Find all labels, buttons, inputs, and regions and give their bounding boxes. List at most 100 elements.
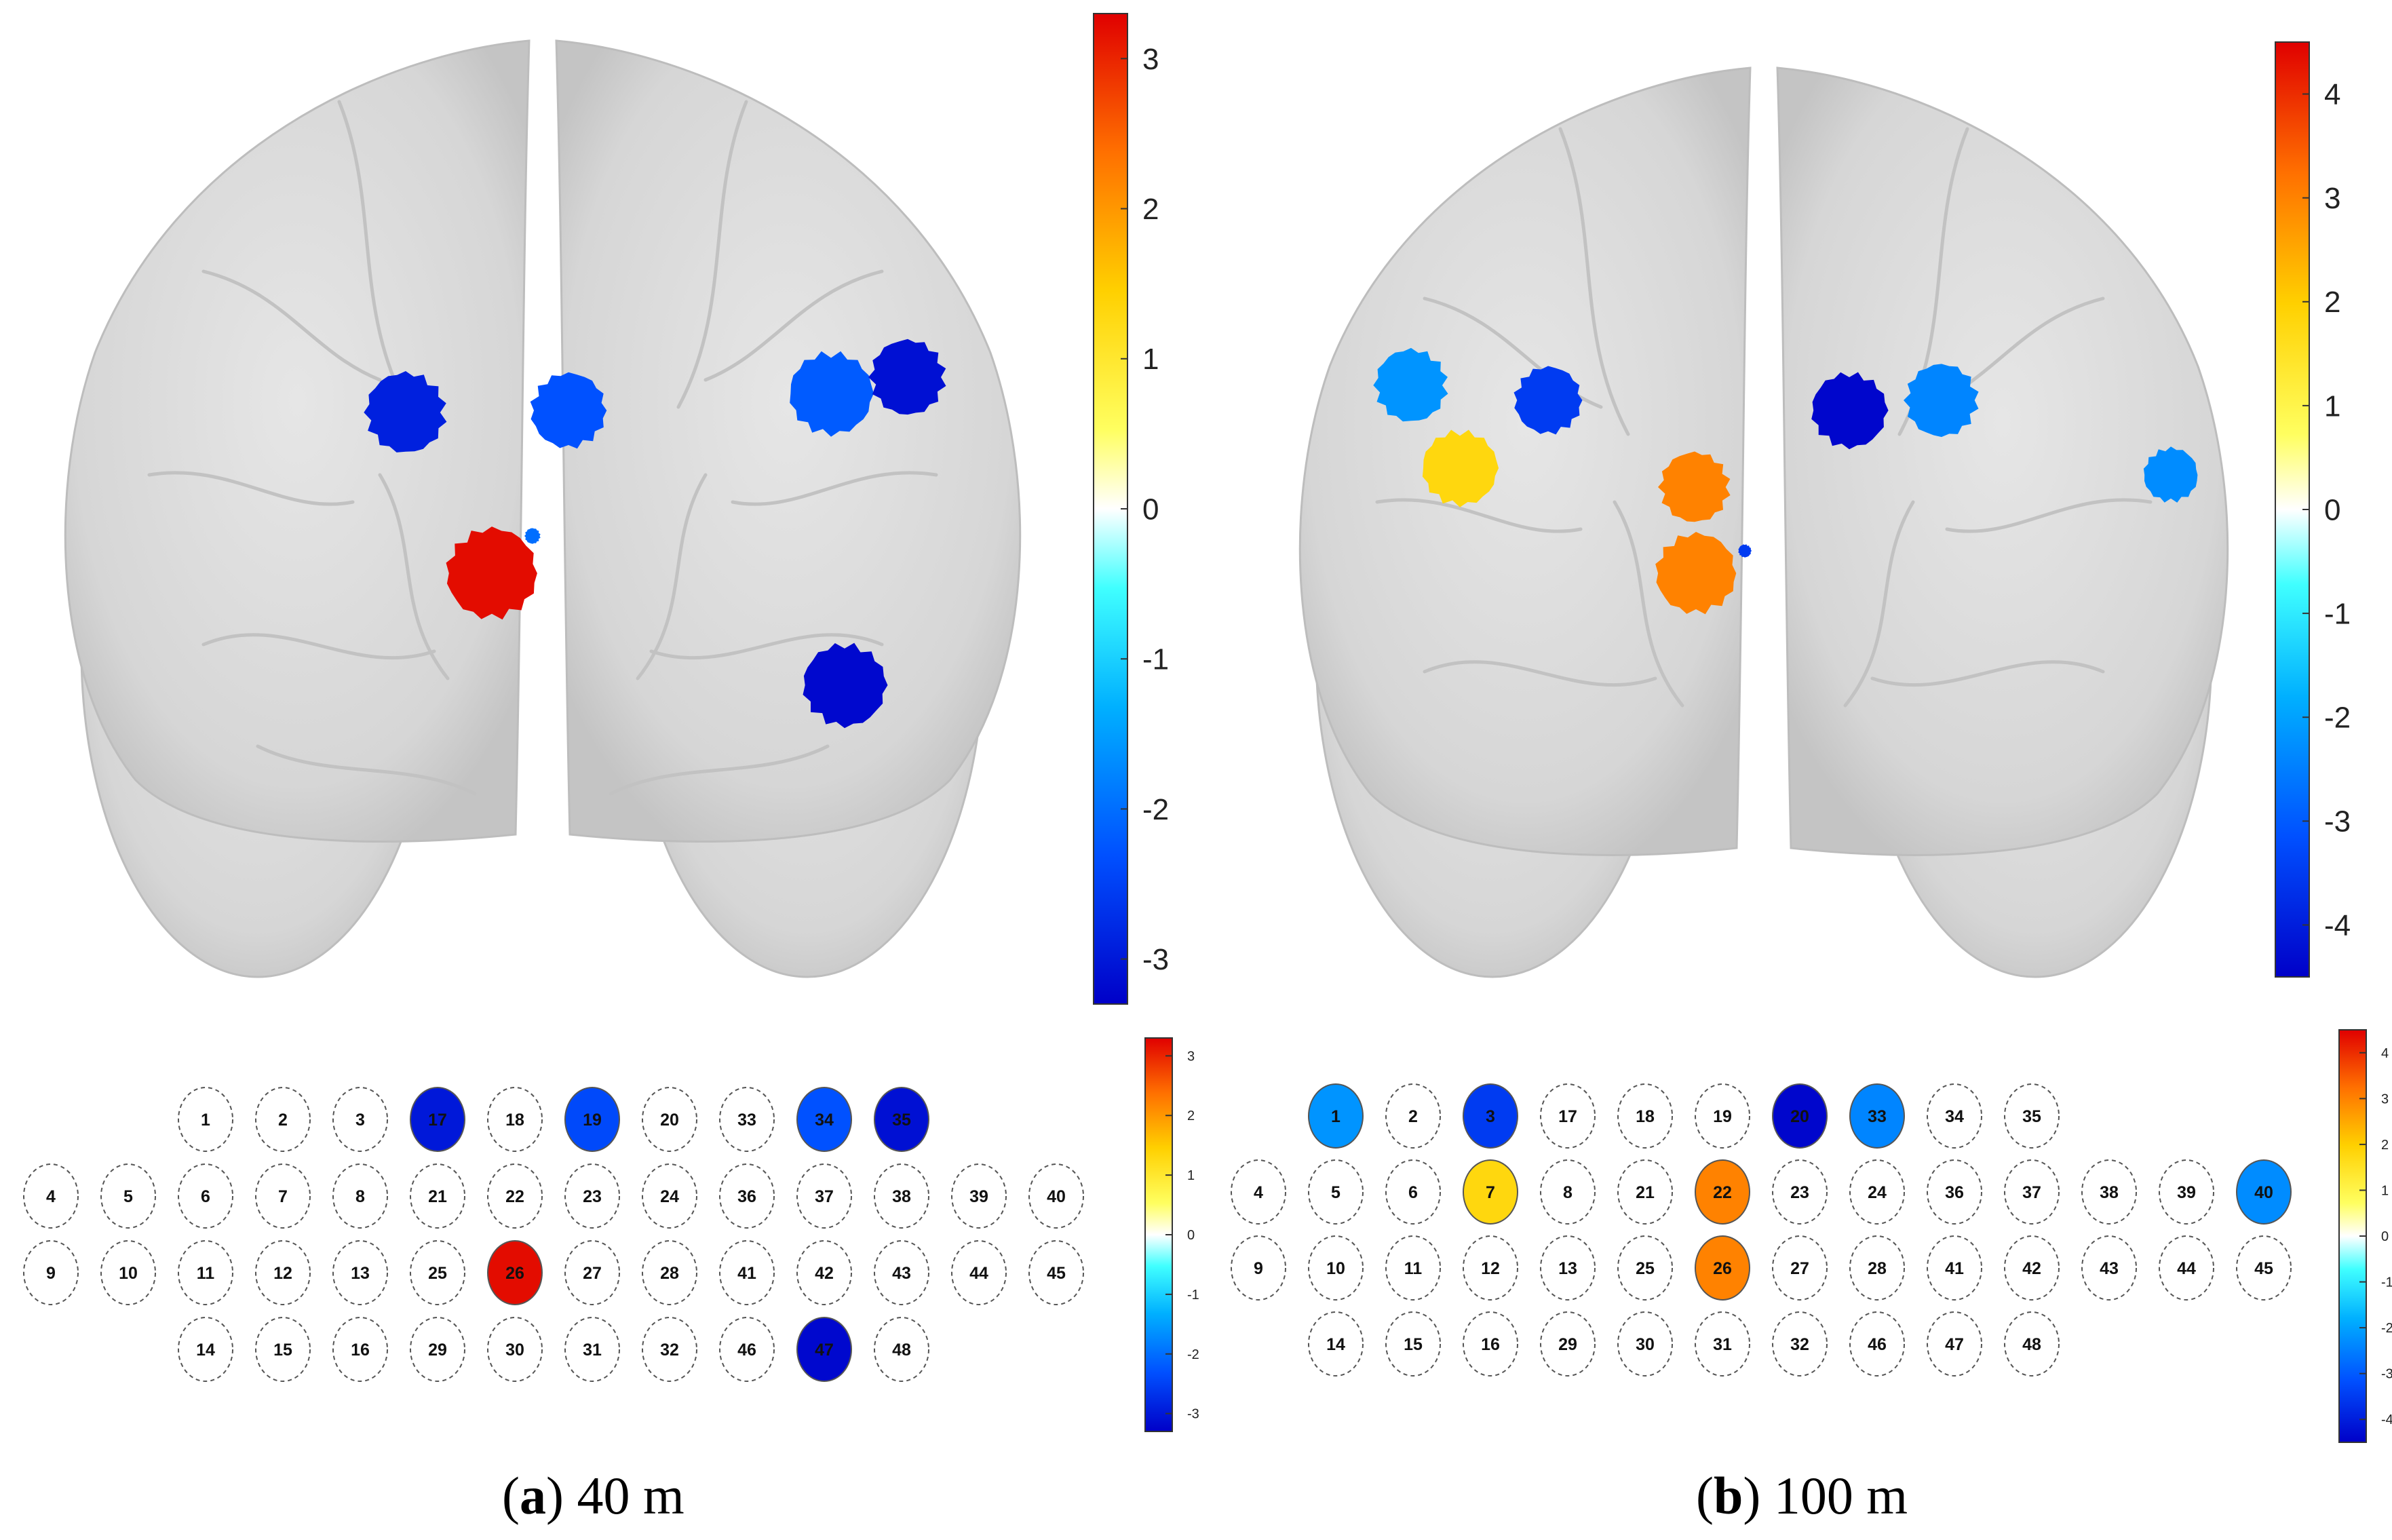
grid-colorbar-b-tick-label: 0 xyxy=(2381,1229,2389,1244)
channel-label: 6 xyxy=(1408,1183,1418,1202)
activation-blob xyxy=(524,528,541,544)
channel-25 xyxy=(410,1240,465,1305)
channel-label: 9 xyxy=(1254,1259,1263,1278)
channel-34 xyxy=(1927,1083,1982,1149)
brain-colorbar-b-tick-label: -4 xyxy=(2324,909,2351,942)
channel-10 xyxy=(1308,1235,1364,1301)
grid-colorbar-b-tick-label: -1 xyxy=(2381,1275,2392,1290)
channel-label: 1 xyxy=(201,1111,210,1130)
channel-label: 30 xyxy=(505,1341,524,1360)
channel-4 xyxy=(23,1163,79,1229)
activation-blob xyxy=(1655,532,1737,615)
grid-colorbar-b-tick-label: 3 xyxy=(2381,1092,2389,1106)
channel-label: 25 xyxy=(428,1264,447,1283)
channel-31 xyxy=(1695,1311,1750,1377)
channel-18 xyxy=(487,1087,543,1152)
channel-13 xyxy=(332,1240,388,1305)
channel-5 xyxy=(100,1163,156,1229)
channel-label: 12 xyxy=(273,1264,292,1283)
channel-12 xyxy=(255,1240,311,1305)
caption-b: (b) 100 m xyxy=(1696,1466,1908,1525)
channel-label: 42 xyxy=(815,1264,834,1283)
channel-29 xyxy=(410,1317,465,1382)
channel-27 xyxy=(564,1240,620,1305)
channel-21 xyxy=(410,1163,465,1229)
activation-blob xyxy=(446,526,537,620)
channel-label: 23 xyxy=(1790,1183,1809,1202)
channel-45 xyxy=(1028,1240,1084,1305)
channel-32 xyxy=(1772,1311,1828,1377)
channel-41 xyxy=(719,1240,775,1305)
channel-47 xyxy=(796,1317,852,1382)
channel-label: 19 xyxy=(1713,1107,1732,1126)
channel-2 xyxy=(1385,1083,1441,1149)
channel-33 xyxy=(1849,1083,1905,1149)
channel-40 xyxy=(2236,1159,2292,1225)
brain-colorbar-a-tick-label: -3 xyxy=(1142,943,1169,976)
brain-colorbar-a-tick-label: 1 xyxy=(1142,343,1159,376)
channel-label: 22 xyxy=(1713,1183,1732,1202)
channel-label: 29 xyxy=(428,1341,447,1360)
channel-42 xyxy=(2004,1235,2060,1301)
channel-44 xyxy=(2159,1235,2214,1301)
channel-label: 14 xyxy=(196,1341,215,1360)
channel-label: 1 xyxy=(1331,1107,1340,1126)
channel-label: 34 xyxy=(1945,1107,1964,1126)
brain-colorbar-a-tick-label: 2 xyxy=(1142,193,1159,226)
channel-label: 9 xyxy=(46,1264,56,1283)
grid-colorbar-b-tick-label: -2 xyxy=(2381,1321,2392,1336)
activation-blob xyxy=(1811,372,1889,450)
channel-label: 34 xyxy=(815,1111,834,1130)
activation-blob xyxy=(364,371,447,453)
brain-colorbar-b-tick-label: 2 xyxy=(2324,286,2340,319)
channel-27 xyxy=(1772,1235,1828,1301)
channel-39 xyxy=(2159,1159,2214,1225)
channel-1 xyxy=(178,1087,233,1152)
caption-letter-a: a xyxy=(519,1466,546,1525)
grid-colorbar-a-tick-label: 1 xyxy=(1187,1168,1195,1183)
brain-colorbar-a-tick-label: 0 xyxy=(1142,493,1159,526)
brain-colorbar-b-tick-label: 4 xyxy=(2324,78,2340,111)
channel-35 xyxy=(874,1087,929,1152)
channel-31 xyxy=(564,1317,620,1382)
channel-label: 35 xyxy=(892,1111,911,1130)
channel-label: 32 xyxy=(1790,1335,1809,1354)
channel-22 xyxy=(1695,1159,1750,1225)
channel-1 xyxy=(1308,1083,1364,1149)
activation-blob xyxy=(868,339,946,415)
channel-8 xyxy=(1540,1159,1596,1225)
brain-colorbar-a-tick-label: -2 xyxy=(1142,793,1169,826)
channel-label: 12 xyxy=(1481,1259,1500,1278)
channel-2 xyxy=(255,1087,311,1152)
channel-label: 3 xyxy=(355,1111,365,1130)
channel-16 xyxy=(1463,1311,1518,1377)
channel-label: 7 xyxy=(278,1187,288,1206)
channel-6 xyxy=(178,1163,233,1229)
channel-19 xyxy=(1695,1083,1750,1149)
channel-21 xyxy=(1617,1159,1673,1225)
channel-label: 26 xyxy=(505,1264,524,1283)
channel-label: 39 xyxy=(969,1187,988,1206)
grid-colorbar-a-tick-label: 2 xyxy=(1187,1109,1195,1123)
channel-label: 44 xyxy=(2177,1259,2196,1278)
channel-label: 13 xyxy=(1558,1259,1577,1278)
channel-48 xyxy=(2004,1311,2060,1377)
channel-label: 28 xyxy=(1868,1259,1887,1278)
channel-6 xyxy=(1385,1159,1441,1225)
channel-11 xyxy=(178,1240,233,1305)
channel-9 xyxy=(1231,1235,1286,1301)
activation-blob xyxy=(1904,364,1979,438)
activation-blob xyxy=(1738,544,1752,558)
channel-label: 46 xyxy=(737,1341,756,1360)
channel-label: 40 xyxy=(1047,1187,1066,1206)
channel-20 xyxy=(1772,1083,1828,1149)
channel-11 xyxy=(1385,1235,1441,1301)
channel-36 xyxy=(1927,1159,1982,1225)
channel-label: 11 xyxy=(1404,1259,1423,1278)
channel-label: 35 xyxy=(2022,1107,2041,1126)
channel-label: 32 xyxy=(660,1341,679,1360)
channel-37 xyxy=(796,1163,852,1229)
channel-26 xyxy=(1695,1235,1750,1301)
